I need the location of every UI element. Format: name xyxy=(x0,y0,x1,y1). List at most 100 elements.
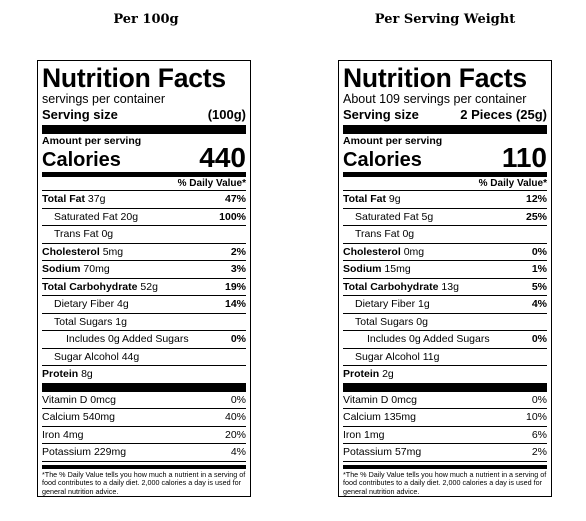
vitamin-label: Vitamin D xyxy=(42,393,88,406)
nutrient-label: Total Fat xyxy=(42,193,85,205)
nutrient-label: Sodium xyxy=(42,263,81,275)
vitamin-daily-value: 40% xyxy=(224,411,246,423)
nutrient-label: Trans Fat xyxy=(355,228,400,240)
nutrient-label: Dietary Fiber xyxy=(54,298,115,310)
nutrient-name: Total Sugars 1g xyxy=(42,314,127,331)
calories-value: 440 xyxy=(199,142,246,173)
nutrient-name: Cholesterol 5mg xyxy=(42,244,123,261)
nutrient-amount: 4g xyxy=(117,298,129,310)
daily-value-header: % Daily Value* xyxy=(42,177,246,191)
nutrient-daily-value: 1% xyxy=(531,263,547,275)
nutrient-label: Total Fat xyxy=(343,193,386,205)
nutrient-daily-value: 25% xyxy=(525,210,547,223)
vitamin-daily-value: 10% xyxy=(525,411,547,423)
serving-size-value: (100g) xyxy=(207,107,246,122)
nutrient-row: Dietary Fiber 4g 14% xyxy=(42,296,246,314)
nutrient-label: Protein xyxy=(343,368,380,380)
nutrient-name: Includes 0g Added Sugars xyxy=(343,331,490,348)
nutrient-amount: 70mg xyxy=(83,263,110,275)
nutrient-row: Sodium 70mg 3% xyxy=(42,261,246,279)
nutrient-row: Includes 0g Added Sugars 0% xyxy=(42,331,246,349)
nutrient-amount: 20g xyxy=(120,210,139,223)
nutrient-daily-value: 19% xyxy=(224,280,246,293)
nutrient-daily-value: 3% xyxy=(230,263,246,275)
nutrient-name: Total Carbohydrate 52g xyxy=(42,279,158,296)
nutrient-row: Trans Fat 0g xyxy=(343,226,547,244)
nutrient-label: Total Carbohydrate xyxy=(42,280,138,293)
thick-divider xyxy=(343,382,547,392)
vitamin-row: Calcium 540mg 40% xyxy=(42,409,246,427)
servings-per-container: servings per container xyxy=(42,92,165,106)
amount-per-serving: Amount per serving xyxy=(42,135,142,147)
nutrient-amount: 44g xyxy=(121,350,140,363)
thick-divider xyxy=(343,125,547,134)
calories-label: Calories xyxy=(343,149,422,171)
nutrient-amount: 0g xyxy=(416,315,428,328)
footnote: *The % Daily Value tells you how much a … xyxy=(42,464,246,497)
vitamin-label: Potassium xyxy=(343,446,393,458)
nutrient-row: Total Sugars 1g xyxy=(42,314,246,331)
vitamin-daily-value: 4% xyxy=(230,446,246,458)
serving-size-row: Serving size 2 Pieces (25g) xyxy=(343,107,547,122)
vitamin-amount: 4mg xyxy=(63,428,84,441)
nutrient-row: Trans Fat 0g xyxy=(42,226,246,244)
vitamin-daily-value: 0% xyxy=(531,393,547,406)
vitamin-row: Calcium 135mg 10% xyxy=(343,409,547,427)
nutrient-daily-value: 12% xyxy=(525,193,547,205)
vitamin-label: Calcium xyxy=(42,411,80,423)
vitamin-row: Iron 4mg 20% xyxy=(42,427,246,444)
vitamin-row: Potassium 57mg 2% xyxy=(343,444,547,462)
nutrient-row: Total Sugars 0g xyxy=(343,314,547,331)
nutrient-name: Total Carbohydrate 13g xyxy=(343,279,459,296)
vitamin-row: Vitamin D 0mcg 0% xyxy=(343,392,547,409)
nutrient-amount: 2g xyxy=(382,368,394,380)
nutrient-name: Dietary Fiber 4g xyxy=(42,296,129,313)
nutrient-label: Trans Fat xyxy=(54,228,99,240)
nutrient-name: Cholesterol 0mg xyxy=(343,244,424,261)
nutrient-row: Sugar Alcohol 11g xyxy=(343,349,547,366)
vitamin-daily-value: 6% xyxy=(531,428,547,441)
vitamin-row: Iron 1mg 6% xyxy=(343,427,547,444)
serving-size-label: Serving size xyxy=(42,107,118,122)
nutrient-row: Cholesterol 5mg 2% xyxy=(42,244,246,261)
vitamin-name: Iron 1mg xyxy=(343,427,384,444)
nutrient-amount: 15mg xyxy=(384,263,411,275)
vitamin-label: Iron xyxy=(42,428,61,441)
vitamin-name: Vitamin D 0mcg xyxy=(42,392,116,409)
nutrient-name: Trans Fat 0g xyxy=(343,226,414,243)
nutrient-label: Includes 0g Added Sugars xyxy=(66,333,189,345)
nutrient-name: Dietary Fiber 1g xyxy=(343,296,430,313)
nutrient-row: Includes 0g Added Sugars 0% xyxy=(343,331,547,349)
nutrient-label: Cholesterol xyxy=(343,245,401,258)
nutrient-amount: 1g xyxy=(418,298,430,310)
nutrient-amount: 9g xyxy=(388,193,401,205)
nutrient-daily-value: 0% xyxy=(531,245,547,258)
nutrient-label: Includes 0g Added Sugars xyxy=(367,333,490,345)
nutrient-name: Total Fat 37g xyxy=(42,191,105,208)
calories-label: Calories xyxy=(42,149,121,171)
nutrient-amount: 5mg xyxy=(102,245,124,258)
nutrient-amount: 11g xyxy=(422,350,440,363)
nutrient-label: Total Sugars xyxy=(54,315,113,328)
nutrient-daily-value: 2% xyxy=(230,245,246,258)
heading-per-serving: Per Serving Weight xyxy=(374,12,516,27)
vitamin-amount: 1mg xyxy=(364,428,385,441)
nutrient-daily-value: 5% xyxy=(531,280,547,293)
nutrient-row: Sodium 15mg 1% xyxy=(343,261,547,279)
nutrient-row: Dietary Fiber 1g 4% xyxy=(343,296,547,314)
nutrient-daily-value: 0% xyxy=(230,333,246,345)
nutrient-label: Sodium xyxy=(343,263,382,275)
vitamin-amount: 0mcg xyxy=(90,393,116,406)
nutrient-row: Total Carbohydrate 52g 19% xyxy=(42,279,246,296)
vitamin-name: Calcium 135mg xyxy=(343,409,416,426)
vitamin-name: Potassium 229mg xyxy=(42,444,126,461)
vitamin-name: Potassium 57mg xyxy=(343,444,421,461)
daily-value-header: % Daily Value* xyxy=(343,177,547,191)
nutrient-label: Saturated Fat xyxy=(355,210,419,223)
thick-divider xyxy=(42,125,246,134)
nutrient-daily-value: 4% xyxy=(531,298,547,310)
vitamin-label: Vitamin D xyxy=(343,393,389,406)
nutrient-label: Total Sugars xyxy=(355,315,414,328)
vitamin-label: Iron xyxy=(343,428,362,441)
nutrient-name: Saturated Fat 5g xyxy=(343,209,433,226)
